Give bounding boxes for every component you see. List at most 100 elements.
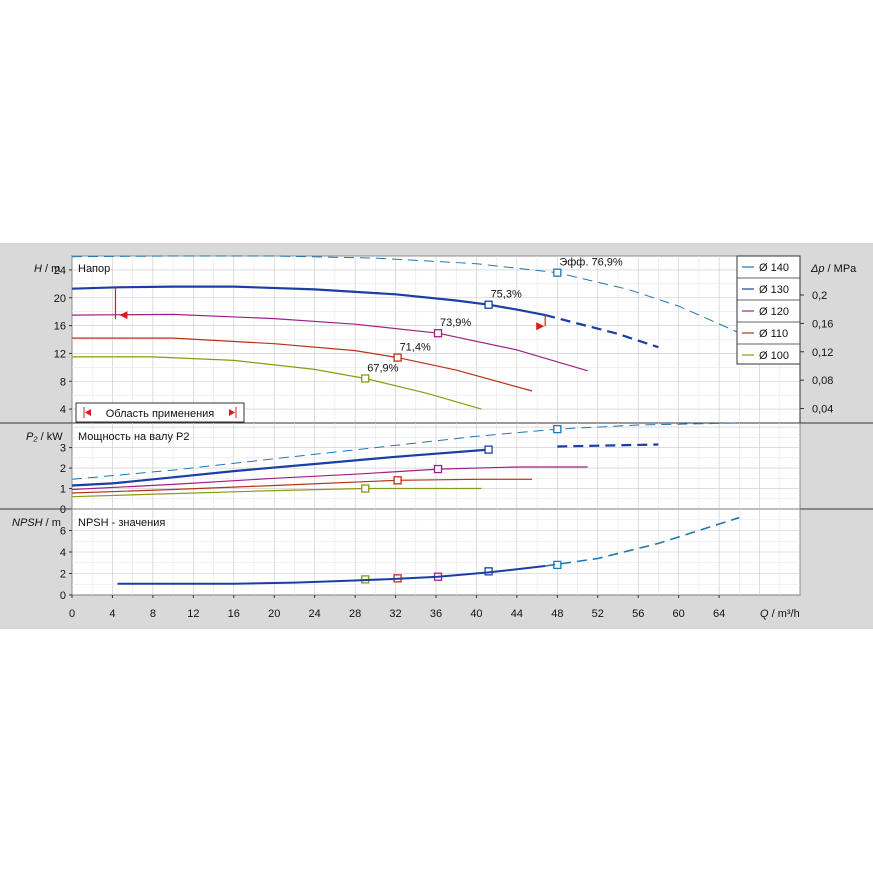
npsh-panel-title: NPSH - значения xyxy=(78,517,165,529)
x-axis-label-symbol: Q xyxy=(760,608,769,620)
series-3-power-curve xyxy=(71,466,588,491)
series-4-efficiency-label: 71,4% xyxy=(400,342,431,354)
series-1-efficiency-label: Эфф. 76,9% xyxy=(559,257,623,269)
series-4-head-bep-marker xyxy=(393,353,402,362)
npsh-y-axis-label-symbol: NPSH xyxy=(12,517,43,529)
series-3-efficiency-value: 73,9% xyxy=(440,317,471,329)
range-end-arrow xyxy=(536,322,545,331)
x-tick-label: 40 xyxy=(470,608,482,620)
head-y-tick-label: 4 xyxy=(60,404,66,416)
x-tick-label: 16 xyxy=(228,608,240,620)
series-2-head-curve xyxy=(71,285,546,317)
efficiency-prefix: Эфф. xyxy=(559,257,591,269)
head-y-tick-label: 8 xyxy=(60,376,66,388)
x-tick-label: 32 xyxy=(389,608,401,620)
power-y-tick-label: 0 xyxy=(60,504,66,516)
x-tick-label: 24 xyxy=(309,608,321,620)
series-1-efficiency-value: 76,9% xyxy=(591,257,622,269)
application-range-box: Область применения xyxy=(75,402,245,423)
x-tick-label: 36 xyxy=(430,608,442,620)
series-5-power-bep-marker xyxy=(361,484,370,493)
x-axis: 0 4 8 12 16 20 24 28 32 36 40 44 48 52 56 60 64 Q / m³/h xyxy=(69,595,800,620)
series-5-head-curve xyxy=(72,356,482,410)
power-y-axis-label-unit: / kW xyxy=(38,431,64,443)
head-y-axis-label-symbol: H xyxy=(34,263,42,275)
power-y-tick-label: 3 xyxy=(60,443,66,455)
series-4-power-curve xyxy=(71,478,533,494)
x-tick-label: 8 xyxy=(150,608,156,620)
series-2-power-curve xyxy=(71,448,489,487)
x-tick-label: 12 xyxy=(187,608,199,620)
x-tick-label: 52 xyxy=(592,608,604,620)
power-y-tick-label: 1 xyxy=(60,484,66,496)
series-4-power-bep-marker xyxy=(393,476,402,485)
x-tick-label: 56 xyxy=(632,608,644,620)
npsh-curve xyxy=(117,565,546,585)
right-axis-tick-label: 0,12 xyxy=(812,347,833,359)
x-tick-label: 60 xyxy=(673,608,685,620)
x-tick-label: 48 xyxy=(551,608,563,620)
application-range-frame xyxy=(75,402,245,423)
application-range-right-arrow xyxy=(229,409,235,416)
series-1-power-curve xyxy=(71,422,740,480)
legend-item-label: Ø 120 xyxy=(759,306,789,318)
series-2-efficiency-value: 75,3% xyxy=(491,289,522,301)
legend-box xyxy=(736,255,801,365)
right-axis-label-unit: / MPa xyxy=(825,263,858,275)
series-2-head-curve-extension xyxy=(544,314,659,349)
legend-item-label: Ø 130 xyxy=(759,284,789,296)
right-pressure-axis: 0,04 0,08 0,12 0,16 0,2 Δp / MPa xyxy=(799,256,857,423)
npsh-y-tick-label: 4 xyxy=(60,547,66,559)
series-5-head-bep-marker xyxy=(361,374,370,383)
application-range-left-arrow xyxy=(85,409,91,416)
head-y-axis-label-unit: / m xyxy=(42,263,60,275)
npsh-y-axis-label-unit: / m xyxy=(43,517,61,529)
series-5-power-curve xyxy=(71,487,482,498)
series-3-head-bep-marker xyxy=(433,329,443,338)
series-5-efficiency-value: 67,9% xyxy=(367,362,398,374)
npsh-y-axis-label: NPSH / m xyxy=(12,517,61,529)
head-y-axis-label: H / m xyxy=(34,263,60,275)
npsh-y-tick-label: 0 xyxy=(60,590,66,602)
series-2-power-bep-marker xyxy=(484,445,493,454)
head-y-tick-label: 24 xyxy=(54,265,66,277)
right-axis-tick-label: 0,08 xyxy=(812,375,833,387)
x-tick-label: 28 xyxy=(349,608,361,620)
series-4-efficiency-value: 71,4% xyxy=(400,342,431,354)
power-y-axis-label: P₂ / kW xyxy=(26,431,63,443)
series-1-power-bep-marker xyxy=(553,424,562,434)
x-tick-label: 44 xyxy=(511,608,523,620)
x-tick-label: 4 xyxy=(109,608,115,620)
series-1-head-curve xyxy=(71,255,760,343)
legend-item-label: Ø 110 xyxy=(759,328,788,340)
series-3-head-curve xyxy=(71,313,588,372)
head-panel-title: Напор xyxy=(78,263,110,275)
power-panel-title: Мощность на валу P2 xyxy=(78,431,190,443)
series-2-power-curve-extension xyxy=(557,443,659,448)
range-start-arrow xyxy=(119,311,128,320)
x-tick-label: 64 xyxy=(713,608,725,620)
legend-item-label: Ø 140 xyxy=(759,262,789,274)
series-1-head-bep-marker xyxy=(553,268,562,277)
series-5-efficiency-label: 67,9% xyxy=(367,362,398,374)
head-y-tick-label: 20 xyxy=(54,293,66,305)
x-axis-label-unit: / m³/h xyxy=(769,608,800,620)
series-3-power-bep-marker xyxy=(433,464,443,474)
head-y-tick-label: 12 xyxy=(54,348,66,360)
right-axis-label: Δp / MPa xyxy=(810,263,857,275)
x-tick-label: 20 xyxy=(268,608,280,620)
npsh-y-tick-label: 6 xyxy=(60,526,66,538)
right-axis-tick-label: 0,04 xyxy=(812,404,833,416)
npsh-y-tick-label: 2 xyxy=(60,569,66,581)
application-range-label: Область применения xyxy=(106,408,215,420)
right-axis-tick-label: 0,2 xyxy=(812,290,827,302)
head-y-tick-label: 16 xyxy=(54,321,66,333)
series-2-head-bep-marker xyxy=(484,300,493,309)
x-axis-label: Q / m³/h xyxy=(760,608,800,620)
legend-item-label: Ø 100 xyxy=(759,350,789,362)
legend: Ø 140 Ø 130 Ø 120 Ø 110 Ø 100 xyxy=(736,255,801,365)
